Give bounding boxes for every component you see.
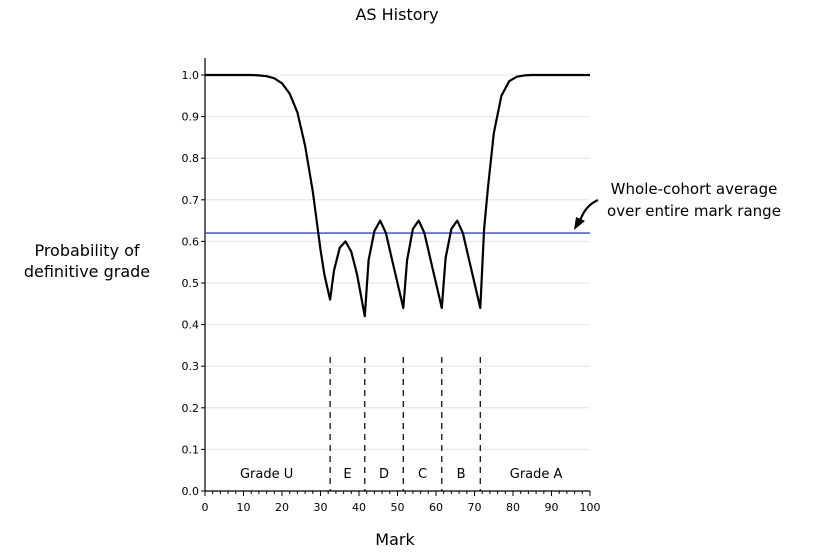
x-axis-label: Mark — [375, 530, 415, 549]
x-tick-label: 50 — [391, 501, 405, 514]
x-tick-label: 20 — [275, 501, 289, 514]
x-tick-label: 30 — [314, 501, 328, 514]
y-tick-label: 0.5 — [182, 277, 200, 290]
x-tick-label: 80 — [506, 501, 520, 514]
x-tick-label: 70 — [468, 501, 482, 514]
y-tick-label: 0.1 — [182, 443, 200, 456]
y-tick-label: 0.9 — [182, 111, 200, 124]
grade-region-label: Grade U — [240, 467, 293, 482]
x-tick-label: 0 — [202, 501, 209, 514]
x-tick-label: 10 — [237, 501, 251, 514]
y-tick-label: 0.2 — [182, 402, 200, 415]
y-axis-label-line-2: definitive grade — [24, 262, 150, 281]
grade-region-label: Grade A — [510, 467, 563, 482]
y-tick-label: 1.0 — [182, 69, 200, 82]
y-tick-label: 0.6 — [182, 235, 200, 248]
grade-region-label: E — [343, 467, 351, 482]
y-tick-label: 0.7 — [182, 194, 200, 207]
grade-region-label: C — [418, 467, 427, 482]
grade-region-label: B — [457, 467, 466, 482]
x-tick-label: 60 — [429, 501, 443, 514]
y-tick-label: 0.8 — [182, 152, 200, 165]
chart-title: AS History — [355, 5, 438, 24]
annotation-line-2: over entire mark range — [607, 202, 781, 220]
y-axis-label-line-1: Probability of — [34, 241, 139, 260]
x-tick-label: 100 — [580, 501, 601, 514]
probability-curve — [205, 73, 590, 318]
y-tick-label: 0.3 — [182, 360, 200, 373]
x-tick-label: 40 — [352, 501, 366, 514]
grade-region-label: D — [379, 467, 389, 482]
y-tick-label: 0.0 — [182, 485, 200, 498]
annotation-line-1: Whole-cohort average — [611, 180, 778, 198]
y-tick-label: 0.4 — [182, 319, 200, 332]
annotation-arrowhead — [574, 217, 585, 230]
x-tick-label: 90 — [545, 501, 559, 514]
